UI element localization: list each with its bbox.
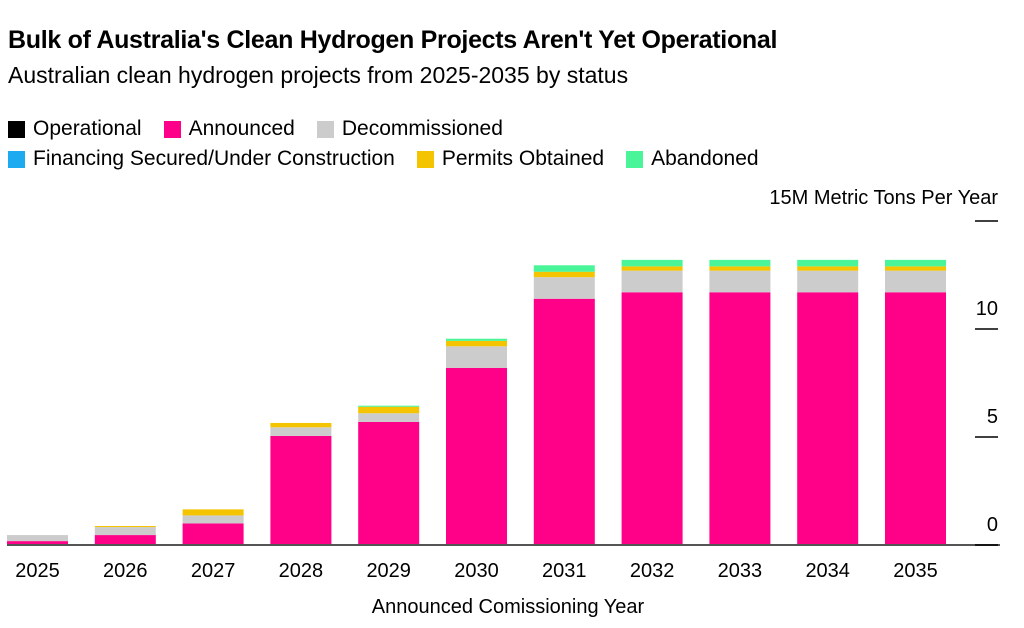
bar-segment [885, 292, 946, 545]
legend-item: Permits Obtained [416, 147, 605, 171]
bar-segment [533, 298, 595, 545]
x-tick-label: 2025 [15, 560, 60, 582]
legend-label: Announced [188, 117, 295, 140]
chart-title: Bulk of Australia's Clean Hydrogen Proje… [8, 26, 778, 54]
bar-segment [621, 266, 683, 271]
x-tick-label: 2026 [103, 560, 148, 582]
legend-row: Financing Secured/Under Construction Perm… [8, 144, 1008, 174]
legend-row: Operational Announced Decommissioned [8, 114, 1008, 144]
bar-segment [446, 338, 507, 341]
legend-label: Financing Secured/Under Construction [33, 147, 395, 170]
legend-swatch [316, 120, 334, 138]
bar-segment [797, 259, 859, 267]
y-tick-label: 10 [976, 298, 998, 320]
bar-segment [533, 277, 595, 299]
bar-segment [533, 265, 595, 272]
bar-segment [7, 535, 68, 542]
legend: Operational Announced Decommissioned Financ… [8, 114, 1008, 174]
bar-segment [358, 406, 420, 414]
x-tick-label: 2034 [805, 560, 850, 582]
legend-item: Decommissioned [316, 117, 503, 141]
x-tick-label: 2035 [893, 560, 938, 582]
x-axis-label: Announced Comissioning Year [372, 596, 645, 618]
x-tick-label: 2029 [366, 560, 411, 582]
bar-segment [94, 535, 156, 545]
legend-item: Financing Secured/Under Construction [8, 147, 395, 171]
bar-segment [358, 413, 420, 422]
legend-swatch [8, 150, 25, 168]
bar-segment [621, 270, 683, 293]
bar-segment [797, 266, 859, 271]
bar-segment [709, 270, 771, 293]
bar-segment [621, 259, 683, 267]
bar-segment [182, 509, 244, 516]
bar-segment [182, 515, 244, 524]
x-tick-label: 2028 [279, 560, 324, 582]
x-tick-label: 2030 [454, 560, 499, 582]
bar-segment [709, 292, 771, 545]
legend-item: Announced [163, 117, 295, 141]
x-tick-label: 2032 [630, 560, 675, 582]
legend-swatch [163, 120, 181, 138]
legend-label: Abandoned [651, 147, 759, 170]
bar-segment [94, 527, 156, 536]
chart-subtitle: Australian clean hydrogen projects from … [8, 62, 629, 88]
bar-segment [270, 435, 332, 545]
legend-swatch [416, 150, 434, 168]
bar-segment [270, 422, 332, 428]
legend-swatch [626, 150, 644, 168]
y-tick-label: 0 [987, 514, 998, 536]
bar-segment [885, 259, 946, 267]
legend-label: Operational [33, 117, 142, 140]
x-tick-label: 2027 [191, 560, 236, 582]
bar-segment [885, 266, 946, 271]
bar-segment [358, 405, 420, 407]
legend-item: Operational [8, 117, 142, 141]
legend-swatch [8, 120, 25, 138]
bar-segment [182, 523, 244, 545]
legend-label: Decommissioned [341, 117, 503, 140]
bar-segment [358, 421, 420, 545]
bar-segment [709, 266, 771, 271]
bar-segment [94, 525, 156, 528]
y-axis-label: 15M Metric Tons Per Year [769, 187, 998, 209]
bar-segment [270, 427, 332, 436]
bar-segment [446, 346, 507, 368]
legend-label: Permits Obtained [441, 147, 605, 170]
legend-item: Abandoned [626, 147, 759, 171]
bar-segment [7, 541, 68, 545]
x-tick-label: 2031 [542, 560, 587, 582]
bar-segment [709, 259, 771, 267]
x-tick-label: 2033 [718, 560, 763, 582]
bar-segment [446, 367, 507, 545]
y-tick-label: 5 [987, 406, 998, 428]
bar-segment [446, 340, 507, 347]
bar-segment [533, 271, 595, 278]
bar-segment [621, 292, 683, 545]
bar-segment [797, 292, 859, 545]
bar-segment [885, 270, 946, 293]
bar-segment [797, 270, 859, 293]
